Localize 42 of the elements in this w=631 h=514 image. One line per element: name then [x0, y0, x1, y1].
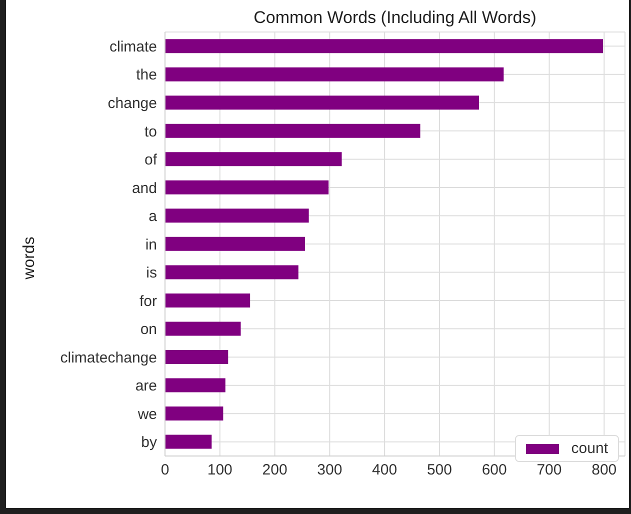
- x-tick-label: 400: [372, 462, 398, 479]
- legend-label: count: [571, 440, 608, 457]
- y-tick-label: a: [148, 208, 158, 226]
- bar: [165, 350, 228, 364]
- x-tick-label: 500: [426, 462, 452, 479]
- bar: [165, 152, 342, 166]
- x-tick-label: 700: [536, 462, 562, 479]
- bar: [165, 208, 309, 223]
- y-tick-label: to: [144, 123, 157, 140]
- x-tick-label: 100: [207, 462, 232, 479]
- bar: [165, 265, 298, 280]
- x-tick-label: 200: [262, 462, 288, 479]
- x-tick-label: 300: [317, 462, 342, 479]
- y-tick-label: for: [139, 292, 157, 310]
- y-tick-label: in: [145, 236, 157, 254]
- x-tick-label: 600: [482, 462, 507, 479]
- bar: [165, 434, 212, 449]
- y-tick-label: climatechange: [60, 349, 157, 366]
- y-tick-label: we: [136, 406, 157, 423]
- y-tick-label: of: [144, 152, 158, 169]
- bar: [165, 124, 420, 138]
- bar: [165, 322, 241, 336]
- y-tick-label: is: [146, 264, 157, 282]
- y-tick-label: and: [132, 180, 157, 197]
- y-tick-label: the: [136, 66, 157, 84]
- x-tick-label: 0: [160, 462, 170, 479]
- bar: [165, 236, 305, 251]
- y-tick-label: are: [135, 378, 157, 395]
- chart-title: Common Words (Including All Words): [252, 8, 538, 28]
- bar: [165, 39, 604, 54]
- y-tick-label: by: [141, 434, 158, 452]
- y-tick-label: climate: [109, 38, 157, 56]
- bar: [165, 180, 329, 194]
- bar: [165, 378, 226, 392]
- bar: [165, 406, 224, 421]
- y-axis-title: words: [21, 236, 39, 280]
- bar: [165, 96, 479, 110]
- y-tick-label: change: [108, 94, 157, 112]
- x-tick-label: 800: [592, 462, 617, 479]
- bar: [165, 67, 504, 82]
- bar: [165, 293, 250, 308]
- y-tick-label: on: [140, 321, 157, 338]
